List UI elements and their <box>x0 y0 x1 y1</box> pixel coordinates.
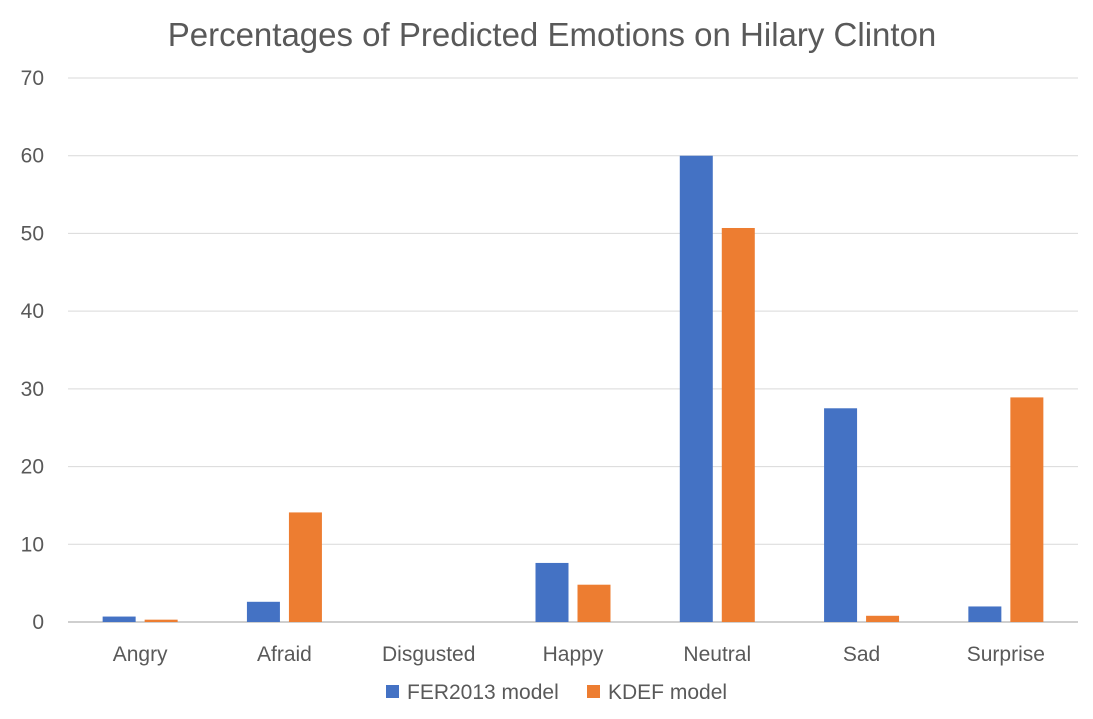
bar-neutral-fer2013 <box>679 155 713 622</box>
y-tick-label: 70 <box>21 67 44 90</box>
x-tick-label: Disgusted <box>382 643 475 666</box>
bar-sad-fer2013 <box>824 408 858 622</box>
x-tick-label: Surprise <box>967 643 1045 666</box>
y-axis-ticks: 0 10 20 30 40 50 60 70 <box>21 67 44 634</box>
bar-angry-fer2013 <box>102 616 136 622</box>
x-tick-label: Neutral <box>683 643 751 666</box>
bar-neutral-kdef <box>721 227 755 622</box>
bar-sad-kdef <box>866 615 900 622</box>
legend-label: KDEF model <box>608 681 727 704</box>
bar-surprise-kdef <box>1010 397 1044 622</box>
y-tick-label: 60 <box>21 145 44 168</box>
x-tick-label: Happy <box>543 643 604 666</box>
bar-happy-kdef <box>577 584 611 622</box>
legend: FER2013 model KDEF model <box>386 681 727 704</box>
y-tick-label: 20 <box>21 456 44 479</box>
bars <box>102 155 1044 622</box>
x-tick-label: Sad <box>843 643 880 666</box>
x-tick-label: Afraid <box>257 643 312 666</box>
chart-title: Percentages of Predicted Emotions on Hil… <box>168 16 937 53</box>
y-tick-label: 40 <box>21 300 44 323</box>
x-tick-label: Angry <box>113 643 168 666</box>
y-tick-label: 0 <box>32 611 44 634</box>
bar-afraid-fer2013 <box>246 601 280 622</box>
x-axis-ticks: Angry Afraid Disgusted Happy Neutral Sad Surpr… <box>113 643 1045 666</box>
gridlines <box>68 77 1078 623</box>
bar-surprise-fer2013 <box>968 606 1002 622</box>
legend-label: FER2013 model <box>407 681 559 704</box>
y-tick-label: 10 <box>21 533 44 556</box>
bar-happy-fer2013 <box>535 562 569 622</box>
bar-afraid-kdef <box>288 512 322 622</box>
legend-swatch <box>386 685 399 698</box>
bar-angry-kdef <box>144 619 178 622</box>
y-tick-label: 50 <box>21 222 44 245</box>
y-tick-label: 30 <box>21 378 44 401</box>
legend-swatch <box>587 685 600 698</box>
